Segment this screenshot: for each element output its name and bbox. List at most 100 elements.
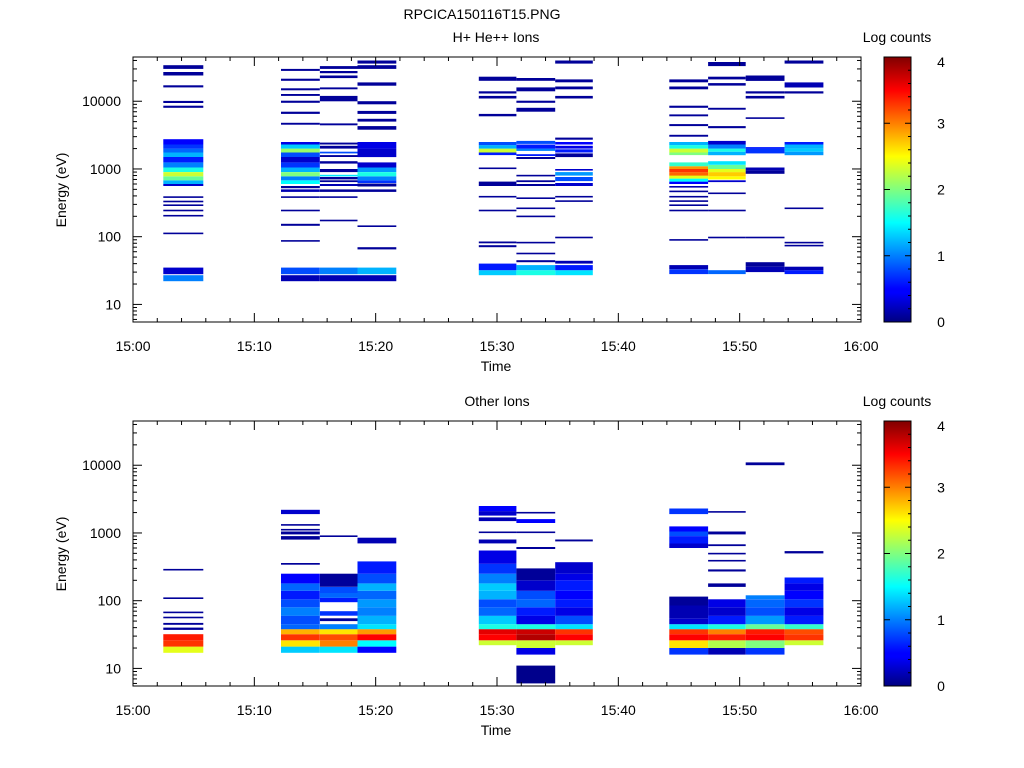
heatmap-cell bbox=[478, 241, 517, 244]
heatmap-cell bbox=[708, 615, 746, 625]
heatmap-cell bbox=[708, 599, 746, 608]
heatmap-cell bbox=[555, 60, 593, 64]
heatmap-cell bbox=[784, 634, 824, 641]
heatmap-cell bbox=[669, 178, 709, 182]
heatmap-cell bbox=[163, 139, 204, 145]
heatmap-cell bbox=[784, 142, 824, 145]
heatmap-cell bbox=[708, 607, 746, 616]
heatmap-cell bbox=[708, 569, 746, 572]
heatmap-cell bbox=[319, 95, 358, 102]
heatmap-cell bbox=[555, 183, 593, 186]
colorbar-tick-label: 2 bbox=[937, 546, 945, 562]
heatmap-cell bbox=[669, 152, 709, 156]
heatmap-cell bbox=[708, 107, 746, 110]
heatmap-cell bbox=[281, 646, 320, 653]
y-axis-label: Energy (eV) bbox=[53, 517, 69, 592]
heatmap-cell bbox=[357, 599, 397, 608]
heatmap-cell bbox=[784, 577, 824, 584]
heatmap-cell bbox=[555, 590, 593, 600]
heatmap-cell bbox=[281, 209, 320, 212]
heatmap-cell bbox=[745, 147, 785, 149]
heatmap-cell bbox=[745, 615, 785, 625]
heatmap-cell bbox=[555, 236, 593, 239]
heatmap-cell bbox=[784, 144, 824, 149]
heatmap-cell bbox=[669, 629, 709, 635]
heatmap-cell bbox=[319, 66, 358, 69]
heatmap-cell bbox=[669, 166, 709, 169]
heatmap-cell bbox=[708, 209, 746, 212]
heatmap-cell bbox=[708, 634, 746, 641]
heatmap-cell bbox=[281, 100, 320, 103]
heatmap-cell bbox=[669, 190, 709, 193]
heatmap-cell bbox=[319, 624, 358, 630]
colorbar-tick-label: 2 bbox=[937, 182, 945, 198]
heatmap-cell bbox=[319, 597, 358, 603]
heatmap-cell bbox=[784, 82, 824, 88]
heatmap-cell bbox=[516, 148, 556, 151]
heatmap-cell bbox=[281, 275, 320, 282]
panel-title: H+ He++ Ions bbox=[453, 29, 540, 45]
heatmap-cell bbox=[784, 266, 824, 271]
heatmap-cell bbox=[163, 209, 204, 212]
x-tick-label: 15:30 bbox=[479, 702, 514, 718]
heatmap-cell bbox=[478, 506, 517, 512]
heatmap-cell bbox=[669, 124, 709, 127]
y-tick-label: 10000 bbox=[82, 457, 121, 473]
heatmap-cell bbox=[281, 176, 320, 181]
heatmap-cell bbox=[784, 629, 824, 635]
heatmap-cell bbox=[163, 611, 204, 614]
heatmap-cell bbox=[319, 586, 358, 593]
heatmap-cell bbox=[555, 562, 593, 574]
heatmap-cell bbox=[163, 65, 204, 69]
colorbar-ticks: 0 1 2 3 4 bbox=[884, 54, 945, 330]
heatmap-cell bbox=[516, 624, 556, 630]
heatmap-cell bbox=[319, 646, 358, 653]
heatmap-cell bbox=[669, 605, 709, 619]
heatmap-cell bbox=[669, 105, 709, 108]
heatmap-cells bbox=[163, 60, 824, 282]
heatmap-cell bbox=[478, 167, 517, 170]
heatmap-cell bbox=[516, 260, 556, 263]
heatmap-cell bbox=[478, 583, 517, 591]
heatmap-cell bbox=[669, 634, 709, 641]
heatmap-cell bbox=[516, 197, 556, 199]
heatmap-cell bbox=[319, 196, 358, 198]
heatmap-cell bbox=[357, 225, 397, 227]
heatmap-cell bbox=[163, 634, 204, 641]
heatmap-cell bbox=[669, 79, 709, 83]
heatmap-cell bbox=[319, 535, 358, 537]
heatmap-cell bbox=[478, 145, 517, 149]
heatmap-cell bbox=[357, 247, 397, 250]
heatmap-cell bbox=[319, 618, 358, 622]
heatmap-cell bbox=[708, 126, 746, 129]
heatmap-cell bbox=[516, 252, 556, 255]
heatmap-cell bbox=[281, 144, 320, 149]
x-tick-label: 16:00 bbox=[843, 338, 878, 354]
heatmap-cell bbox=[281, 94, 320, 96]
colorbar-tick-label: 1 bbox=[937, 612, 945, 628]
heatmap-cell bbox=[708, 583, 746, 587]
heatmap-cell bbox=[281, 148, 320, 153]
heatmap-cell bbox=[516, 154, 556, 156]
heatmap-cell bbox=[163, 646, 204, 653]
x-tick-label: 15:40 bbox=[601, 338, 636, 354]
heatmap-cell bbox=[478, 142, 517, 146]
x-tick-label: 16:00 bbox=[843, 702, 878, 718]
heatmap-cell bbox=[163, 640, 204, 647]
heatmap-cell bbox=[516, 615, 556, 625]
heatmap-cell bbox=[281, 640, 320, 647]
heatmap-cell bbox=[516, 270, 556, 276]
heatmap-cell bbox=[281, 78, 320, 81]
heatmap-cell bbox=[745, 266, 785, 273]
heatmap-cell bbox=[784, 241, 824, 244]
heatmap-cell bbox=[745, 117, 785, 119]
heatmap-cell bbox=[516, 140, 556, 144]
heatmap-cell bbox=[708, 629, 746, 635]
heatmap-cell bbox=[555, 260, 593, 264]
heatmap-cell bbox=[478, 590, 517, 600]
x-tick-label: 15:20 bbox=[358, 338, 393, 354]
heatmap-cell bbox=[669, 269, 709, 275]
heatmap-cell bbox=[357, 65, 397, 69]
heatmap-cell bbox=[708, 83, 746, 86]
